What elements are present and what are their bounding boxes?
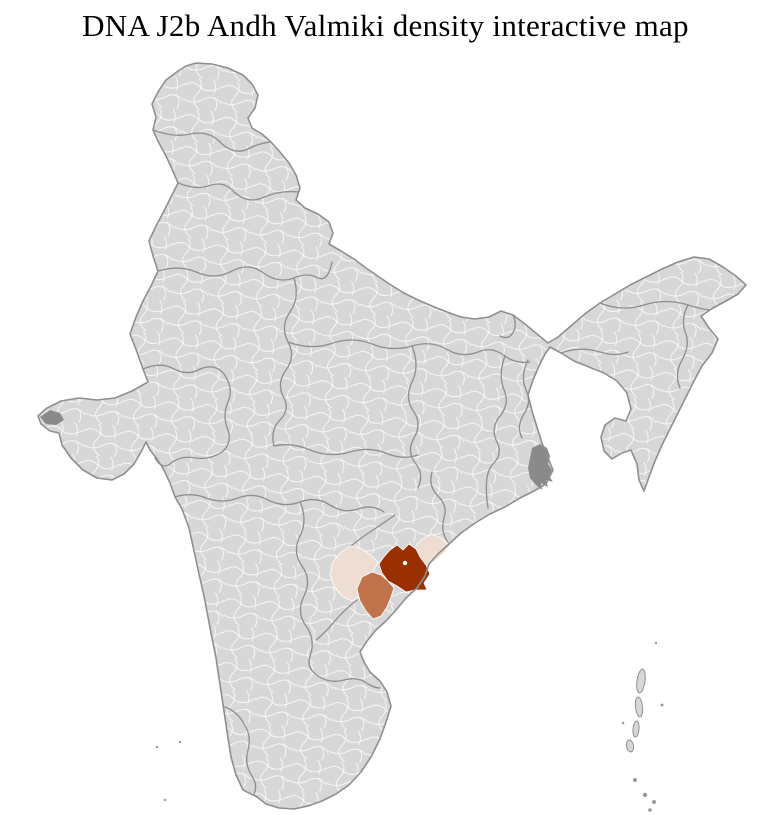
district-boundaries-texture bbox=[38, 63, 746, 809]
lakshadweep-islands[interactable] bbox=[155, 740, 182, 802]
andaman-nicobar-islands[interactable] bbox=[621, 641, 664, 812]
no-data-patch-kutch-tip bbox=[40, 410, 64, 425]
district-highlight-medium[interactable] bbox=[356, 571, 395, 620]
india-outline bbox=[37, 62, 747, 810]
page-title: DNA J2b Andh Valmiki density interactive… bbox=[82, 8, 689, 43]
state-borders bbox=[142, 129, 711, 795]
district-enclave-hole bbox=[402, 560, 408, 566]
district-highlight-high[interactable] bbox=[378, 543, 431, 593]
